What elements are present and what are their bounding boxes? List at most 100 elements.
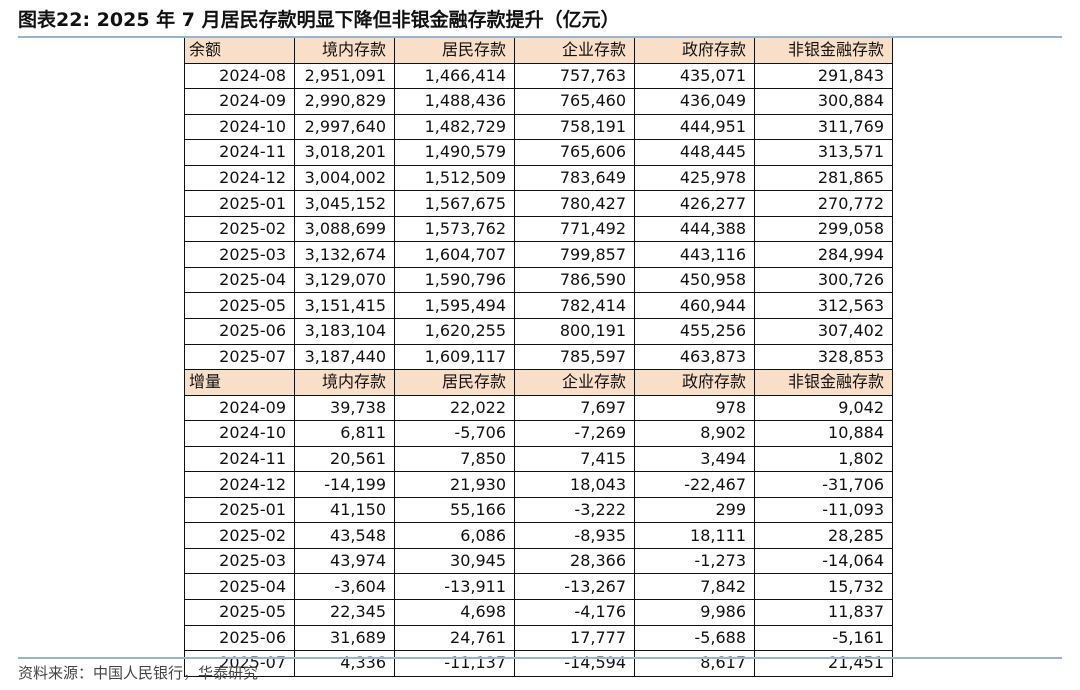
cell-value: 8,902 [634,420,755,447]
cell-value: 1,482,729 [394,114,515,141]
cell-value: 3,088,699 [294,216,395,243]
cell-value: 463,873 [634,344,755,371]
cell-value: 455,256 [634,318,755,345]
column-header: 居民存款 [394,369,515,396]
cell-value: -14,199 [294,471,395,498]
cell-value: 18,043 [514,471,635,498]
row-date: 2024-10 [184,420,295,447]
table-row: 2024-11 20,561 7,850 7,415 3,494 1,802 [184,446,893,473]
cell-value: 270,772 [754,190,893,217]
cell-value: 782,414 [514,292,635,320]
row-date: 2025-03 [184,241,295,268]
cell-value: 3,132,674 [294,241,395,268]
cell-value: 765,606 [514,139,635,166]
cell-value: 4,336 [294,650,395,677]
cell-value: 300,726 [754,267,893,294]
row-date: 2025-07 [184,344,295,371]
cell-value: 9,042 [754,395,893,422]
table-row: 2025-05 22,345 4,698 -4,176 9,986 11,837 [184,599,893,626]
table-row: 2024-09 39,738 22,022 7,697 978 9,042 [184,395,893,422]
table-row: 2025-01 3,045,152 1,567,675 780,427 426,277 2… [184,190,893,217]
cell-value: 436,049 [634,88,755,115]
cell-value: 3,187,440 [294,344,395,371]
row-date: 2025-06 [184,625,295,652]
row-date: 2024-11 [184,139,295,166]
cell-value: 6,811 [294,420,395,447]
table-row: 2024-12 -14,199 21,930 18,043 -22,467 -31,706 [184,471,893,498]
cell-value: 291,843 [754,63,893,90]
section-label: 余额 [184,38,295,64]
cell-value: -7,269 [514,420,635,447]
table-row: 2025-04 3,129,070 1,590,796 786,590 450,958 3… [184,267,893,294]
cell-value: 3,045,152 [294,190,395,217]
cell-value: 780,427 [514,190,635,217]
cell-value: 7,842 [634,573,755,601]
top-divider [18,36,1062,38]
table-row: 2025-06 3,183,104 1,620,255 800,191 455,256 3… [184,318,893,345]
cell-value: 281,865 [754,165,893,192]
row-date: 2024-10 [184,114,295,141]
cell-value: 2,997,640 [294,114,395,141]
column-header: 非银金融存款 [754,369,893,396]
table-row: 2025-06 31,689 24,761 17,777 -5,688 -5,161 [184,625,893,652]
table-row: 2024-10 6,811 -5,706 -7,269 8,902 10,884 [184,420,893,447]
row-date: 2025-05 [184,292,295,320]
cell-value: 3,183,104 [294,318,395,345]
cell-value: 31,689 [294,625,395,652]
cell-value: 328,853 [754,344,893,371]
cell-value: 300,884 [754,88,893,115]
cell-value: 443,116 [634,241,755,268]
cell-value: 43,548 [294,522,395,549]
cell-value: 10,884 [754,420,893,447]
row-date: 2024-09 [184,88,295,115]
cell-value: 785,597 [514,344,635,371]
cell-value: 3,494 [634,446,755,473]
cell-value: -22,467 [634,471,755,498]
cell-value: -8,935 [514,522,635,549]
increment-header-row: 增量 境内存款 居民存款 企业存款 政府存款 非银金融存款 [184,369,893,396]
row-date: 2025-05 [184,599,295,626]
table-row: 2024-12 3,004,002 1,512,509 783,649 425,978 2… [184,165,893,192]
table-row: 2025-03 3,132,674 1,604,707 799,857 443,116 2… [184,241,893,268]
cell-value: 299,058 [754,216,893,243]
cell-value: -5,688 [634,625,755,652]
table-row: 2025-01 41,150 55,166 -3,222 299 -11,093 [184,497,893,524]
column-header: 境内存款 [294,369,395,396]
cell-value: 18,111 [634,522,755,549]
column-header: 非银金融存款 [754,38,893,64]
cell-value: 444,951 [634,114,755,141]
row-date: 2024-08 [184,63,295,90]
cell-value: 765,460 [514,88,635,115]
cell-value: 1,609,117 [394,344,515,371]
cell-value: 7,697 [514,395,635,422]
cell-value: 1,512,509 [394,165,515,192]
cell-value: 1,488,436 [394,88,515,115]
cell-value: -1,273 [634,548,755,575]
column-header: 居民存款 [394,38,515,64]
cell-value: 15,732 [754,573,893,601]
cell-value: 444,388 [634,216,755,243]
cell-value: 978 [634,395,755,422]
table-row: 2024-11 3,018,201 1,490,579 765,606 448,445 3… [184,139,893,166]
cell-value: 450,958 [634,267,755,294]
cell-value: -13,911 [394,573,515,601]
cell-value: 43,974 [294,548,395,575]
cell-value: 8,617 [634,650,755,677]
cell-value: 307,402 [754,318,893,345]
cell-value: 22,022 [394,395,515,422]
row-date: 2025-03 [184,548,295,575]
figure-title: 图表22: 2025 年 7 月居民存款明显下降但非银金融存款提升（亿元） [18,9,620,31]
cell-value: 30,945 [394,548,515,575]
column-header: 企业存款 [514,38,635,64]
table-row: 2024-09 2,990,829 1,488,436 765,460 436,049 3… [184,88,893,115]
table-row: 2025-02 3,088,699 1,573,762 771,492 444,388 2… [184,216,893,243]
cell-value: 28,366 [514,548,635,575]
cell-value: 3,018,201 [294,139,395,166]
cell-value: 1,595,494 [394,292,515,320]
cell-value: 783,649 [514,165,635,192]
source-note: 资料来源：中国人民银行，华泰研究 [18,664,259,682]
table-row: 2024-10 2,997,640 1,482,729 758,191 444,951 3… [184,114,893,141]
table-row: 2025-02 43,548 6,086 -8,935 18,111 28,285 [184,522,893,549]
bottom-divider [18,657,1062,659]
cell-value: 20,561 [294,446,395,473]
